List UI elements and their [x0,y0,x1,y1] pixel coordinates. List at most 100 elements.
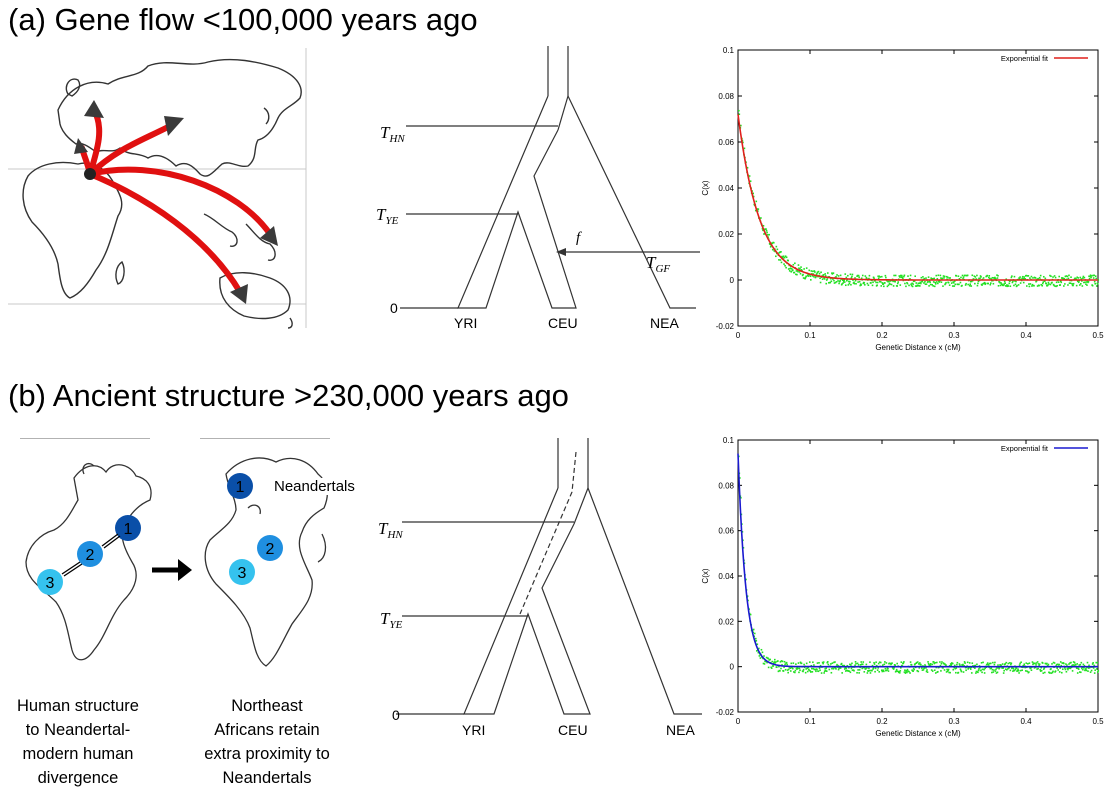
scatter-point [976,274,978,277]
scatter-point [826,661,829,663]
scatter-point [956,661,959,664]
scatter-point [994,276,996,279]
scatter-point [794,262,796,265]
scatter-point [762,662,765,665]
scatter-point [1046,662,1048,665]
scatter-point [788,270,791,272]
scatter-point [948,284,951,286]
scatter-point [837,280,839,282]
scatter-point [925,277,927,279]
ancestral-dashed-lineage [519,451,577,615]
scatter-point [990,662,992,665]
scatter-point [1089,275,1091,278]
scatter-point [1021,275,1024,278]
scatter-point [826,272,829,274]
scatter-point [848,280,850,283]
scatter-point [1017,284,1020,286]
scatter-point [1038,663,1041,666]
scatter-point [914,663,916,665]
scatter-point [810,664,813,667]
scatter-point [1081,667,1083,670]
scatter-point [973,664,976,667]
scatter-point [841,279,844,281]
scatter-point [948,671,950,674]
scatter-point [1059,280,1062,283]
scatter-point [1080,282,1082,285]
scatter-point [968,662,971,664]
scatter-point [1092,667,1095,669]
scatter-point [1071,670,1074,672]
scatter-point [1069,667,1072,670]
scatter-point [775,255,777,258]
scatter-point [769,243,771,246]
scatter-point [902,277,904,280]
scatter-point [789,265,792,268]
scatter-point [807,275,810,277]
scatter-point [1041,662,1044,664]
scatter-point [979,277,981,280]
scatter-point [797,667,799,670]
scatter-point [923,282,925,284]
scatter-point [858,276,860,279]
scatter-point [798,667,801,670]
scatter-point [864,275,867,277]
scatter-point [986,662,989,664]
scatter-point [944,282,947,285]
scatter-point [1017,668,1019,671]
zero-label: 0 [390,300,398,316]
scatter-point [796,269,799,272]
scatter-point [893,666,895,669]
scatter-point [799,661,802,664]
scatter-point [884,274,887,277]
scatter-point [1039,668,1041,671]
scatter-point [799,272,802,275]
scatter-point [757,208,760,210]
svg-text:3: 3 [238,565,247,582]
scatter-point [1027,275,1030,277]
scatter-point [966,661,969,664]
scatter-point [887,670,890,672]
scatter-point [896,285,898,287]
scatter-point [866,667,868,669]
scatter-point [933,277,936,280]
caption-left: Human structure to Neandertal- modern hu… [17,697,139,787]
scatter-point [939,274,942,277]
scatter-point [947,668,950,671]
scatter-point [760,217,762,219]
scatter-point [877,662,880,665]
scatter-point [778,665,780,668]
scatter-point [1016,284,1018,287]
scatter-point [967,668,969,670]
x-tick-label: 0.3 [948,717,960,726]
scatter-point [992,282,995,285]
scatter-point [1068,282,1071,284]
scatter-point [877,275,879,278]
scatter-point [851,669,854,672]
scatter-point [833,282,836,284]
scatter-point [819,281,822,284]
scatter-point [937,274,940,277]
scatter-point [963,661,966,663]
scatter-point [950,282,953,284]
scatter-point [1009,280,1011,283]
scatter-point [758,647,760,650]
x-tick-label: 0.1 [804,331,816,340]
scatter-point [882,664,884,666]
scatter-point [1080,671,1082,674]
scatter-point [929,663,932,665]
scatter-point [897,281,900,283]
scatter-point [767,657,769,660]
scatter-point [937,282,939,285]
scatter-point [1007,662,1010,665]
scatter-point [928,280,931,283]
scatter-point [755,640,758,642]
scatter-point [1066,667,1069,670]
scatter-point [812,273,815,275]
scatter-point [905,285,907,288]
scatter-point [1089,274,1092,277]
scatter-point [932,281,935,283]
scatter-point [814,668,817,671]
scatter-point [760,648,763,651]
scatter-point [759,657,762,659]
scatter-point [1009,662,1011,664]
